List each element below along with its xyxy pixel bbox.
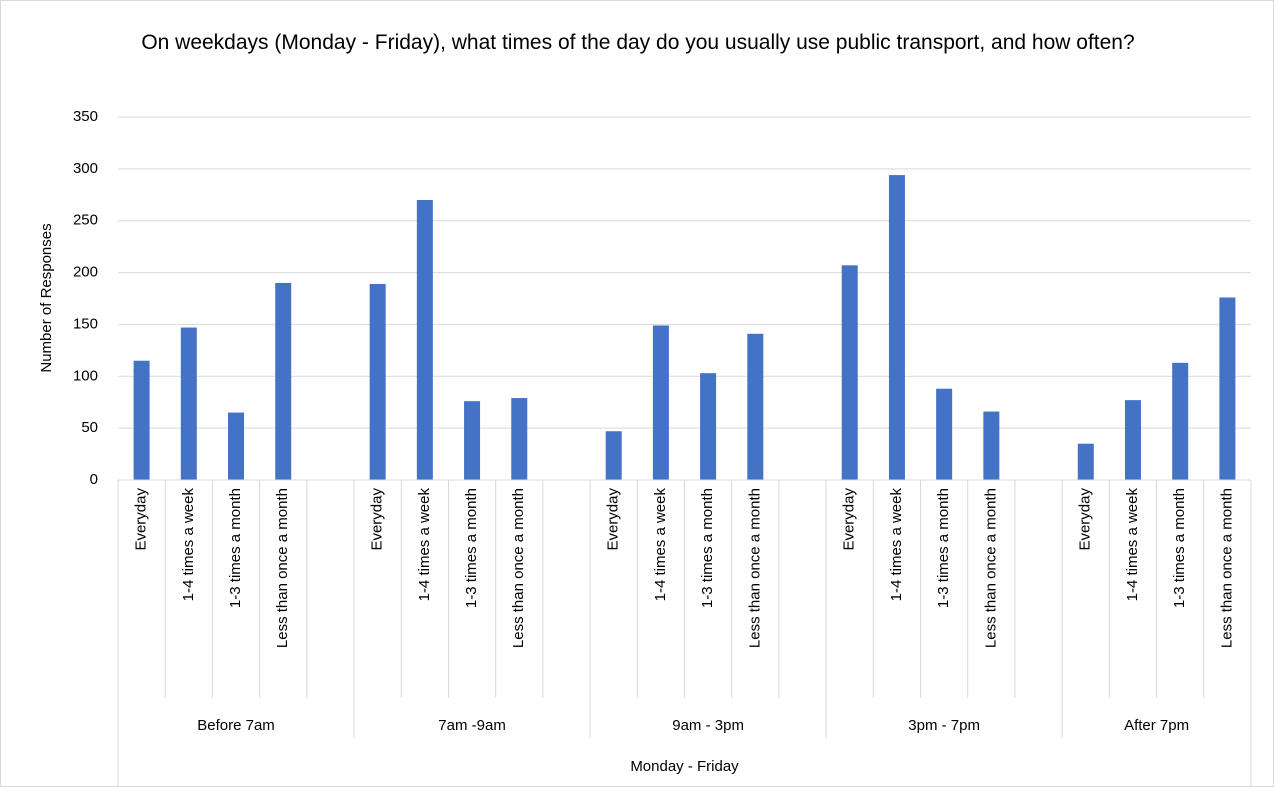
group-label: Before 7am xyxy=(197,717,275,734)
bar xyxy=(133,360,150,480)
x-tick-label: Less than once a month xyxy=(1218,488,1235,648)
x-tick-label: Less than once a month xyxy=(510,488,527,648)
bar xyxy=(841,265,858,480)
bar xyxy=(747,333,764,480)
bar xyxy=(416,199,433,480)
y-tick-label: 300 xyxy=(73,160,98,177)
bar xyxy=(511,398,528,480)
x-tick-label: Everyday xyxy=(369,488,386,551)
y-tick-label: 50 xyxy=(81,419,98,436)
group-label: After 7pm xyxy=(1124,717,1189,734)
chart-title: On weekdays (Monday - Friday), what time… xyxy=(141,31,1135,54)
x-tick-label: 1-3 times a month xyxy=(1171,488,1188,608)
bar xyxy=(180,327,197,480)
x-tick-label: 1-4 times a week xyxy=(180,488,197,602)
x-tick-label: Everyday xyxy=(605,488,622,551)
bar xyxy=(1124,400,1141,480)
x-tick-label: 1-4 times a week xyxy=(1124,488,1141,602)
y-tick-label: 350 xyxy=(73,108,98,125)
x-tick-label: Less than once a month xyxy=(746,488,763,648)
x-tick-label: Less than once a month xyxy=(274,488,291,648)
y-tick-label: 0 xyxy=(90,471,98,488)
y-tick-label: 150 xyxy=(73,315,98,332)
x-tick-label: 1-4 times a week xyxy=(416,488,433,602)
y-tick-label: 100 xyxy=(73,367,98,384)
x-tick-label: 1-4 times a week xyxy=(652,488,669,602)
x-tick-label: Everyday xyxy=(133,488,150,551)
x-tick-label: 1-3 times a month xyxy=(463,488,480,608)
bar xyxy=(888,175,905,480)
y-tick-label: 250 xyxy=(73,212,98,229)
supergroup-label: Monday - Friday xyxy=(630,758,739,775)
bar xyxy=(275,282,292,480)
group-label: 7am -9am xyxy=(438,717,506,734)
x-tick-label: Everyday xyxy=(1077,488,1094,551)
bar xyxy=(983,411,1000,480)
x-tick-label: 1-3 times a month xyxy=(935,488,952,608)
y-axis-label: Number of Responses xyxy=(38,223,55,372)
group-label: 9am - 3pm xyxy=(672,717,744,734)
bar xyxy=(228,412,245,480)
bar xyxy=(700,373,717,480)
bar xyxy=(1219,297,1236,480)
x-tick-label: 1-3 times a month xyxy=(699,488,716,608)
bar xyxy=(605,431,622,480)
bar xyxy=(464,401,481,480)
x-tick-label: Less than once a month xyxy=(982,488,999,648)
bar xyxy=(936,388,953,480)
y-tick-label: 200 xyxy=(73,264,98,281)
bar xyxy=(652,325,669,480)
x-tick-label: 1-4 times a week xyxy=(888,488,905,602)
bar xyxy=(1172,362,1189,480)
group-label: 3pm - 7pm xyxy=(908,717,980,734)
x-tick-label: 1-3 times a month xyxy=(227,488,244,608)
bar xyxy=(1077,443,1094,480)
x-tick-label: Everyday xyxy=(841,488,858,551)
bar xyxy=(369,283,386,480)
